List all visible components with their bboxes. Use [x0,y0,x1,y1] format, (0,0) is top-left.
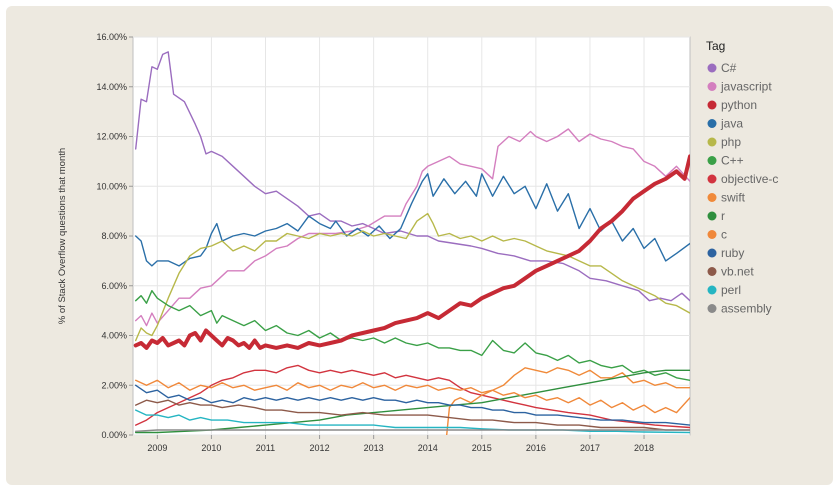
legend-label-c-: C# [721,61,737,75]
series-line-java [135,173,690,267]
series-line-c- [135,51,690,302]
y-tick-label: 16.00% [96,32,127,42]
legend-label-assembly: assembly [721,302,772,316]
legend-swatch-objective-c [707,174,717,184]
legend-label-c: c [721,228,727,242]
legend-label-swift: swift [721,191,746,205]
legend-label-javascript: javascript [720,80,772,94]
legend-label-python: python [721,98,757,112]
series-line-assembly [135,429,690,432]
x-tick-label: 2018 [634,443,654,453]
x-tick-label: 2009 [147,443,167,453]
x-tick-label: 2011 [256,443,275,453]
legend-swatch-php [707,137,717,147]
legend-label-c-: C++ [721,154,744,168]
series-line-c [135,379,690,414]
x-tick-label: 2010 [201,443,221,453]
y-tick-label: 4.00% [101,331,127,341]
legend-swatch-java [707,119,717,128]
series-line-swift [446,367,690,435]
series-line-python [133,154,690,350]
y-tick-label: 14.00% [96,82,127,92]
legend-label-ruby: ruby [721,246,744,260]
y-tick-label: 2.00% [101,380,127,390]
legend-swatch-perl [707,285,717,295]
legend-swatch-r [707,211,717,221]
series-line-javascript [135,128,690,327]
legend-swatch-javascript [707,82,717,91]
x-tick-label: 2015 [472,443,492,453]
legend-label-java: java [720,117,743,131]
x-tick-label: 2014 [418,443,438,453]
series-line-c- [135,290,690,381]
y-tick-label: 0.00% [101,430,127,440]
x-tick-label: 2013 [364,443,384,453]
y-tick-label: 10.00% [96,181,127,191]
y-tick-label: 6.00% [101,281,127,291]
legend-swatch-c- [707,156,717,165]
legend-swatch-swift [707,193,717,202]
x-tick-label: 2017 [580,443,600,453]
legend-label-objective-c: objective-c [721,172,778,186]
legend-swatch-vb-net [707,267,717,276]
legend-title: Tag [706,39,725,53]
legend-label-vb-net: vb.net [721,265,754,279]
y-axis-label: % of Stack Overflow questions that month [57,148,68,324]
legend-swatch-assembly [707,304,717,313]
series-line-r [135,369,690,434]
legend-swatch-c [707,230,717,239]
legend-swatch-python [707,100,717,110]
legend-label-php: php [721,135,741,149]
series-group [133,51,690,435]
series-line-ruby [135,384,690,426]
series-line-vb-net [135,399,690,431]
legend-swatch-c- [707,63,717,73]
y-tick-label: 8.00% [101,231,127,241]
legend-swatch-ruby [707,248,717,258]
y-tick-label: 12.00% [96,132,127,142]
series-line-php [135,212,690,342]
x-tick-label: 2016 [526,443,546,453]
legend-label-perl: perl [721,283,741,297]
series-line-objective-c [135,364,690,429]
legend-label-r: r [721,209,725,223]
x-tick-label: 2012 [310,443,330,453]
